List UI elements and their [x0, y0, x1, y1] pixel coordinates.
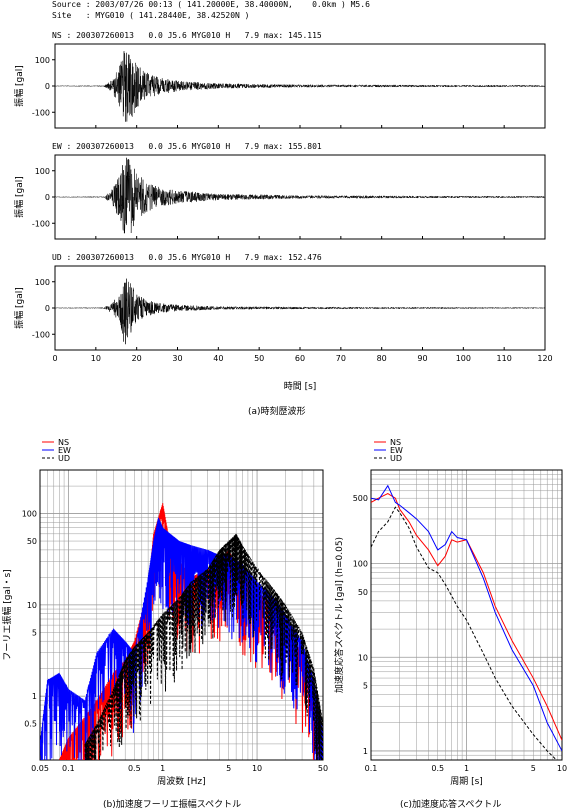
y-tick-label: 50	[27, 537, 37, 546]
series-ns	[371, 493, 562, 741]
y-tick-label: 5	[363, 681, 368, 690]
y-tick-label: 100	[22, 510, 37, 519]
x-tick-label: 110	[497, 354, 512, 363]
panel-frame	[39, 469, 324, 761]
ew-label: EW : 200307260013 0.0 J5.6 MYG010 H 7.9 …	[52, 142, 322, 151]
y-tick-label: 100	[35, 278, 50, 287]
waveform-panel-ew: 100 0 -100 振幅 [gal]	[13, 154, 546, 240]
site-line: Site : MYG010 ( 141.28440E, 38.42520N )	[52, 11, 250, 20]
y-axis-label: フーリエ振幅 [gal・s]	[1, 569, 13, 660]
x-tick-label: 1	[464, 764, 469, 773]
x-tick-label: 0	[52, 354, 57, 363]
x-axis-label: 周期 [s]	[450, 776, 483, 787]
y-tick-label: 10	[358, 653, 368, 662]
x-tick-label: 40	[213, 354, 223, 363]
y-tick-label: 100	[35, 167, 50, 176]
y-axis-label: 振幅 [gal]	[13, 65, 25, 107]
series-ud	[84, 533, 323, 760]
x-tick-label: 20	[132, 354, 142, 363]
y-tick-label: 5	[32, 628, 37, 637]
ud-label: UD : 200307260013 0.0 J5.6 MYG010 H 7.9 …	[52, 253, 322, 262]
x-tick-label: 0.5	[431, 764, 444, 773]
x-tick-label: 80	[377, 354, 387, 363]
x-tick-label: 10	[557, 764, 567, 773]
waveform-panel-ns: 100 0 -100 振幅 [gal]	[13, 43, 546, 129]
y-tick-label: 0.5	[24, 720, 37, 729]
panel-frame	[370, 469, 563, 761]
y-tick-label: 0	[45, 82, 50, 91]
y-tick-label: -100	[32, 219, 50, 228]
source-line: Source : 2003/07/26 00:13 ( 141.20000E, …	[52, 0, 370, 9]
y-tick-label: 10	[27, 601, 37, 610]
series-ew	[371, 484, 562, 752]
x-tick-label: 100	[456, 354, 471, 363]
x-tick-label: 60	[295, 354, 305, 363]
x-tick-label: 0.1	[62, 764, 75, 773]
y-tick-label: -100	[32, 108, 50, 117]
y-axis-label: 加速度応答スペクトル [gal] (h=0.05)	[333, 537, 345, 693]
legend-label-ew: EW	[390, 446, 403, 455]
x-tick-label: 0.05	[31, 764, 49, 773]
y-axis-label: 振幅 [gal]	[13, 176, 25, 218]
caption-a: (a)時刻歴波形	[248, 407, 306, 417]
x-tick-label: 5	[531, 764, 536, 773]
x-axis-label: 周波数 [Hz]	[157, 775, 205, 787]
waveform-trace-ud	[54, 278, 546, 345]
waveform-panel-ud: 100 0 -100 振幅 [gal]	[13, 265, 546, 351]
waveform-trace-ns	[54, 51, 546, 122]
legend-label-ew: EW	[58, 446, 71, 455]
y-axis-label: 振幅 [gal]	[13, 287, 25, 329]
y-tick-label: 0	[45, 193, 50, 202]
ns-label: NS : 200307260013 0.0 J5.6 MYG010 H 7.9 …	[52, 31, 322, 40]
response-spectrum-panel: 0.1 0.5 1 5 10 500 100 50 10 5 1 周期 [s] 加速度応答スペクトル […	[333, 438, 567, 787]
x-tick-label: 120	[537, 354, 552, 363]
legend-label-ns: NS	[390, 438, 401, 447]
y-tick-label: 0	[45, 304, 50, 313]
x-tick-label: 5	[226, 764, 231, 773]
caption-b: (b)加速度フーリエ振幅スペクトル	[103, 800, 242, 810]
x-tick-label: 70	[336, 354, 346, 363]
y-tick-label: -100	[32, 330, 50, 339]
x-tick-label: 10	[91, 354, 101, 363]
legend-label-ud: UD	[390, 454, 402, 463]
y-tick-label: 1	[32, 692, 37, 701]
series-ud	[371, 506, 558, 760]
x-tick-label: 0.5	[128, 764, 141, 773]
x-tick-label: 50	[254, 354, 264, 363]
x-axis-label: 時間 [s]	[284, 381, 317, 392]
y-tick-label: 1	[363, 747, 368, 756]
x-tick-label: 30	[172, 354, 182, 363]
waveform-trace-ew	[54, 157, 546, 234]
y-tick-label: 500	[353, 494, 368, 503]
legend-label-ns: NS	[58, 438, 69, 447]
x-tick-label: 10	[252, 764, 262, 773]
y-tick-label: 100	[353, 560, 368, 569]
y-tick-label: 100	[35, 56, 50, 65]
y-tick-label: 50	[358, 588, 368, 597]
x-tick-label: 50	[318, 764, 328, 773]
x-tick-label: 1	[160, 764, 165, 773]
x-tick-label: 0.1	[365, 764, 378, 773]
fourier-spectrum-panel: 0.05 0.1 0.5 1 5 10 50 100 50 10 5 1 0.5 周波数 [Hz] フーリエ…	[1, 438, 328, 787]
x-tick-label: 90	[417, 354, 427, 363]
caption-c: (c)加速度応答スペクトル	[400, 800, 502, 810]
legend-label-ud: UD	[58, 454, 70, 463]
